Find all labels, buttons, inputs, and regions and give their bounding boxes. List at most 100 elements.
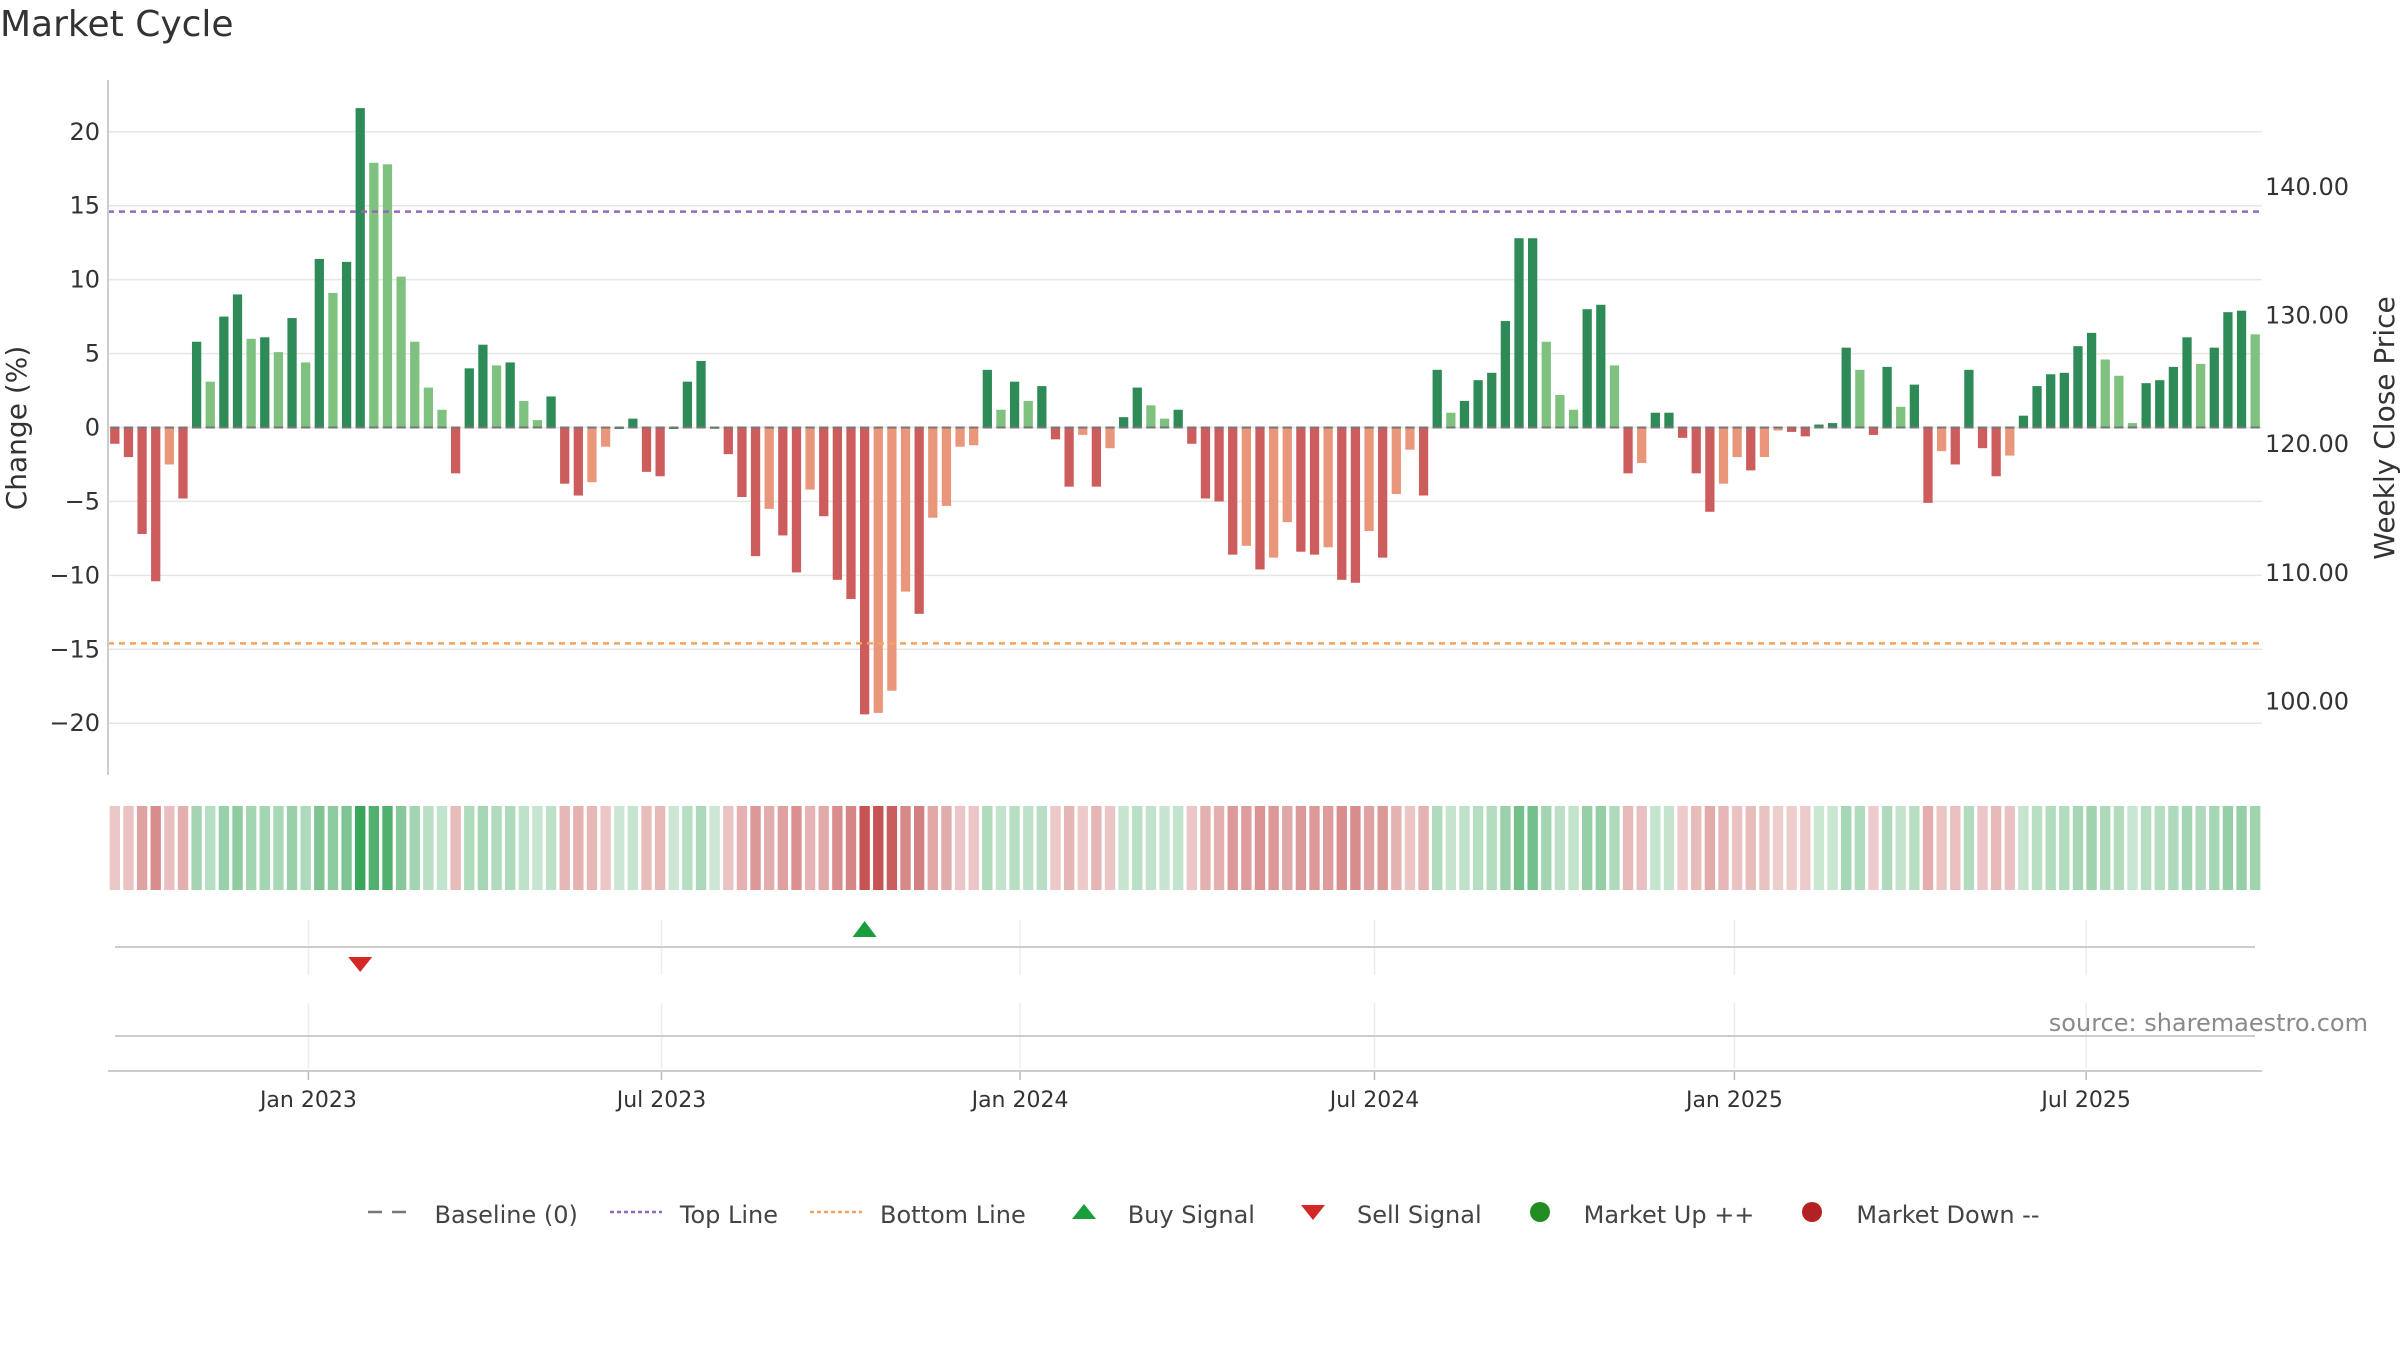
heat-cell xyxy=(2236,806,2247,890)
y2-tick-label: 100.00 xyxy=(2265,687,2349,715)
heat-cell xyxy=(273,806,284,890)
heat-cell xyxy=(1173,806,1184,890)
heat-cell xyxy=(327,806,339,890)
bar xyxy=(2209,347,2219,428)
bar xyxy=(328,292,338,428)
heat-cell xyxy=(1704,806,1716,890)
legend-label: Bottom Line xyxy=(880,1201,1026,1229)
legend-label: Top Line xyxy=(679,1201,779,1229)
bar xyxy=(355,108,365,428)
y-tick-label: −10 xyxy=(49,561,100,589)
heat-cell xyxy=(586,806,598,890)
x-axis: Jan 2023 Jul 2023 Jan 2024 Jul 2024 Jan 2025… xyxy=(108,1070,2262,1113)
heat-cell xyxy=(913,806,925,890)
heat-cell xyxy=(791,806,802,890)
bar xyxy=(1446,412,1456,428)
heat-cell xyxy=(1513,806,1525,890)
heat-cell xyxy=(232,806,243,890)
heat-cell xyxy=(1159,806,1170,890)
bar xyxy=(1759,427,1770,458)
heat-cell xyxy=(477,806,489,890)
legend-label: Market Down -- xyxy=(1856,1201,2040,1229)
bar xyxy=(1677,427,1688,438)
bar xyxy=(1214,427,1224,502)
heat-cell xyxy=(545,806,557,890)
heat-cell xyxy=(177,806,189,890)
heat-cell xyxy=(1050,806,1061,890)
bar xyxy=(1309,427,1320,555)
heat-cell xyxy=(818,806,829,890)
bar xyxy=(1350,427,1361,583)
heat-cell xyxy=(627,806,639,890)
bar xyxy=(1023,400,1033,428)
heat-cell xyxy=(941,806,952,890)
bar xyxy=(273,352,284,428)
heat-cell xyxy=(491,806,502,890)
bar xyxy=(587,427,597,483)
heat-cell xyxy=(1677,806,1688,890)
bar xyxy=(723,427,733,455)
bar xyxy=(205,381,215,428)
heat-cell xyxy=(341,806,352,890)
bar xyxy=(369,162,379,428)
heat-cell xyxy=(1854,806,1866,890)
bar xyxy=(437,409,447,428)
heat-cell xyxy=(286,806,298,890)
heat-cell xyxy=(859,806,870,890)
bar xyxy=(955,427,965,447)
bar xyxy=(1078,427,1088,435)
heat-cell xyxy=(259,806,270,890)
bar xyxy=(600,427,611,447)
legend-item-baseline: Baseline (0) xyxy=(360,1200,578,1230)
legend-item-up: Market Up ++ xyxy=(1510,1200,1754,1230)
legend-symbol-baseline xyxy=(360,1200,420,1230)
cycle-heatstrip xyxy=(109,806,2261,890)
heat-cell xyxy=(1445,806,1457,890)
bar xyxy=(1091,427,1102,487)
heat-cell xyxy=(1186,806,1197,890)
bar xyxy=(1732,427,1742,458)
legend-item-down: Market Down -- xyxy=(1782,1200,2040,1230)
bar xyxy=(1487,372,1497,428)
bar xyxy=(1050,427,1061,440)
bar xyxy=(178,427,188,499)
x-tick-label: Jan 2023 xyxy=(258,1088,357,1113)
bar xyxy=(859,427,870,715)
bar xyxy=(560,427,570,484)
bar xyxy=(1868,427,1879,435)
bar xyxy=(314,258,324,428)
heat-cell xyxy=(995,806,1007,890)
chart-title: Market Cycle xyxy=(0,4,234,45)
heat-cell xyxy=(382,806,393,890)
bar xyxy=(1514,238,1524,428)
gridlines xyxy=(108,131,2262,724)
bar xyxy=(410,341,420,428)
heat-cell xyxy=(1009,806,1020,890)
bar xyxy=(191,341,202,428)
bar xyxy=(1268,427,1279,558)
bar xyxy=(1827,423,1838,428)
y-tick-label: 20 xyxy=(69,118,100,146)
bar xyxy=(1691,427,1701,474)
heat-cell xyxy=(2181,806,2193,890)
legend-item-top: Top Line xyxy=(606,1200,778,1230)
heat-cell xyxy=(968,806,979,890)
heat-cell xyxy=(150,806,161,890)
y-tick-label: 15 xyxy=(69,192,100,220)
heat-cell xyxy=(109,806,120,890)
bar xyxy=(1841,347,1851,428)
bar xyxy=(941,427,952,506)
bar xyxy=(1105,427,1115,449)
bar xyxy=(1555,394,1565,428)
bar xyxy=(682,381,693,428)
bar xyxy=(1800,427,1810,437)
heat-cell xyxy=(832,806,843,890)
y-tick-label: −5 xyxy=(65,487,100,515)
heat-cell xyxy=(1541,806,1552,890)
heat-cell xyxy=(1922,806,1934,890)
bar xyxy=(2141,383,2151,428)
bar xyxy=(382,164,393,428)
bar xyxy=(1337,427,1347,580)
heat-cell xyxy=(191,806,202,890)
